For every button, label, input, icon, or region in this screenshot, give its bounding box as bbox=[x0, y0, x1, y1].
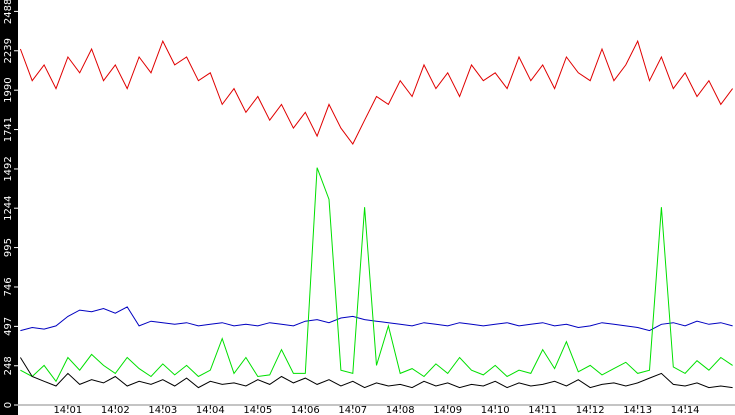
x-tick-label: 14:07 bbox=[338, 405, 367, 415]
y-tick-label: 2239 bbox=[3, 38, 14, 63]
x-tick-label: 14:03 bbox=[148, 405, 177, 415]
x-tick-label: 14:13 bbox=[623, 405, 652, 415]
x-tick-label: 14:09 bbox=[433, 405, 462, 415]
series-line bbox=[19, 39, 734, 145]
y-tick-label: 1244 bbox=[3, 195, 14, 220]
x-tick-label: 14:11 bbox=[528, 405, 557, 415]
y-tick-label: 746 bbox=[3, 277, 14, 296]
x-tick-label: 14:14 bbox=[671, 405, 700, 415]
x-tick-label: 14:08 bbox=[386, 405, 415, 415]
x-tick-label: 14:01 bbox=[53, 405, 82, 415]
y-tick-label: 248 bbox=[3, 356, 14, 375]
series-line bbox=[20, 167, 733, 383]
y-tick-label: 2488 bbox=[3, 0, 14, 24]
y-tick-label: 0 bbox=[3, 402, 14, 408]
x-tick-label: 14:04 bbox=[196, 405, 225, 415]
y-tick-label: 1990 bbox=[3, 77, 14, 102]
x-tick-label: 14:10 bbox=[481, 405, 510, 415]
y-tick-label: 1492 bbox=[3, 156, 14, 181]
y-tick-label: 497 bbox=[3, 317, 14, 336]
x-tick-label: 14:05 bbox=[243, 405, 272, 415]
y-tick-label: 995 bbox=[3, 238, 14, 257]
x-tick-label: 14:12 bbox=[576, 405, 605, 415]
y-tick-label: 1741 bbox=[3, 117, 14, 142]
series-line bbox=[19, 357, 733, 389]
x-tick-label: 14:06 bbox=[291, 405, 320, 415]
y-axis-band bbox=[0, 0, 18, 415]
series-line bbox=[20, 306, 733, 332]
x-tick-label: 14:02 bbox=[101, 405, 130, 415]
